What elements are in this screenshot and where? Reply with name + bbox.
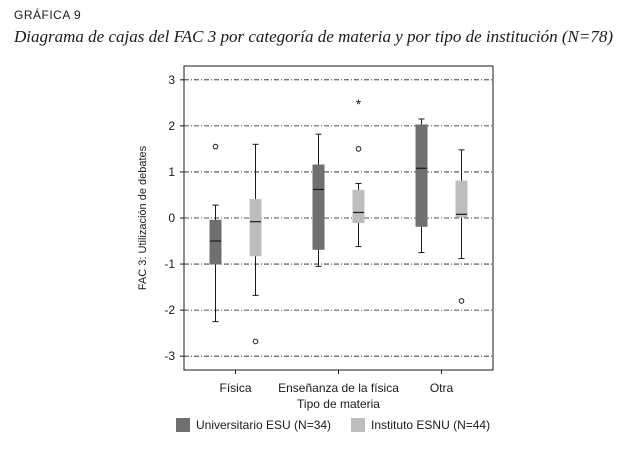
iqr-box xyxy=(352,189,365,224)
boxes-layer: * xyxy=(209,96,468,345)
y-axis-label: FAC 3: Utilización de debates xyxy=(137,145,149,290)
legend-swatch-esnu xyxy=(351,418,366,432)
y-tick-label: -1 xyxy=(164,257,175,271)
legend-label-esnu: Instituto ESNU (N=44) xyxy=(371,418,491,432)
y-tick-label: 3 xyxy=(168,73,175,87)
box-0-2 xyxy=(415,118,428,254)
figure-label: GRÁFICA 9 xyxy=(14,8,82,22)
box-1-0 xyxy=(249,143,262,345)
y-tick-label: 0 xyxy=(168,211,175,225)
x-tick-label: Física xyxy=(219,381,251,395)
x-tick-label: Enseñanza de la física xyxy=(278,381,399,395)
box-0-0 xyxy=(209,143,222,323)
iqr-box xyxy=(455,180,468,218)
box-0-1 xyxy=(312,133,325,267)
box-1-1: * xyxy=(352,96,365,248)
legend: Universitario ESU (N=34) Instituto ESNU … xyxy=(176,418,510,432)
legend-swatch-esu xyxy=(176,418,190,432)
legend-item-esnu: Instituto ESNU (N=44) xyxy=(351,418,490,432)
x-tick-label: Otra xyxy=(430,381,454,395)
y-tick-label: 1 xyxy=(168,165,175,179)
box-1-2 xyxy=(455,149,468,304)
outlier-point xyxy=(252,338,259,345)
outlier-point xyxy=(355,146,362,152)
outlier-point xyxy=(458,298,465,304)
y-tick-label: -3 xyxy=(164,349,175,363)
iqr-box xyxy=(312,164,325,250)
legend-item-esu: Universitario ESU (N=34) xyxy=(176,418,331,432)
outlier-point xyxy=(212,143,219,150)
iqr-box xyxy=(415,124,428,227)
iqr-box xyxy=(249,199,262,257)
x-axis-label: Tipo de materia xyxy=(297,397,380,411)
y-axis: -3 -2 -1 0 1 2 3 xyxy=(164,73,184,363)
legend-label-esu: Universitario ESU (N=34) xyxy=(196,418,332,432)
y-tick-label: -2 xyxy=(164,303,175,317)
figure-title: Diagrama de cajas del FAC 3 por categorí… xyxy=(14,27,614,46)
x-axis: Física Enseñanza de la física Otra xyxy=(219,370,453,395)
extreme-point: * xyxy=(356,96,362,112)
grid-layer xyxy=(184,79,493,357)
iqr-box xyxy=(209,219,222,265)
y-tick-label: 2 xyxy=(168,119,175,133)
